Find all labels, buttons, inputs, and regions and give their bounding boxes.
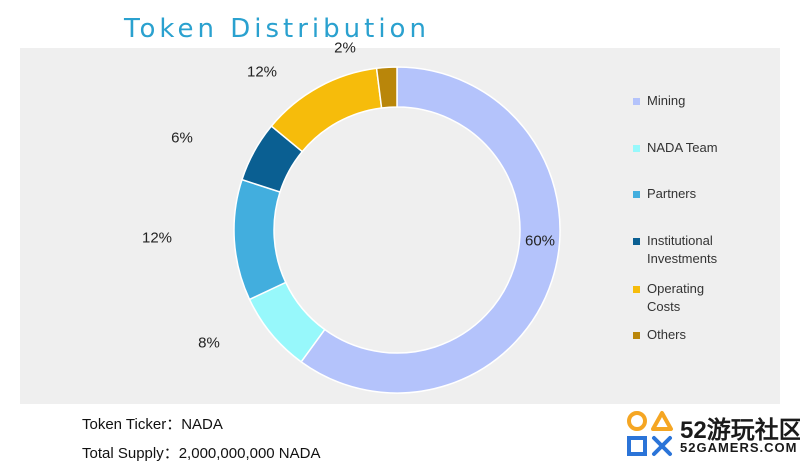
legend-swatch [633, 286, 640, 293]
legend-item-operating-costs: Operating Costs [633, 280, 773, 316]
legend-item-others: Others [633, 326, 773, 344]
pct-label-nada-team: 8% [198, 334, 220, 352]
legend-item-mining: Mining [633, 92, 773, 110]
logo-shapes-icon [627, 411, 673, 456]
legend-item-partners: Partners [633, 185, 773, 203]
logo-text: 52游玩社区 [680, 417, 800, 444]
donut-slice-others [375, 66, 398, 109]
donut-slice-operating-costs [270, 67, 383, 153]
legend-label: Operating Costs [647, 281, 705, 314]
legend-swatch [633, 191, 640, 198]
pct-label-mining: 60% [524, 232, 556, 250]
logo-url: 52GAMERS.COM [680, 440, 798, 455]
chart-title: Token Distribution [124, 14, 430, 44]
donut-slice-mining [300, 66, 561, 394]
total-supply: Total Supply：2,000,000,000 NADA [82, 445, 321, 462]
legend-label: Partners [647, 186, 697, 201]
token-ticker: Token Ticker：NADA [82, 416, 223, 433]
pct-label-others: 2% [334, 39, 356, 57]
legend-swatch [633, 98, 640, 105]
legend-label: Others [647, 327, 687, 342]
pct-label-partners: 12% [141, 229, 173, 247]
legend-swatch [633, 332, 640, 339]
legend-item-institutional-investments: Institutional Investments [633, 232, 773, 268]
site-logo: 52游玩社区 52GAMERS.COM [612, 404, 800, 466]
pct-label-operating-costs: 12% [246, 63, 278, 81]
legend-swatch [633, 238, 640, 245]
legend-label: Institutional Investments [647, 233, 718, 266]
legend-swatch [633, 145, 640, 152]
legend-label: Mining [647, 93, 686, 108]
pct-label-institutional-investments: 6% [171, 129, 193, 147]
donut-slice-partners [233, 178, 287, 301]
legend-label: NADA Team [647, 140, 718, 155]
legend-item-nada-team: NADA Team [633, 139, 773, 157]
